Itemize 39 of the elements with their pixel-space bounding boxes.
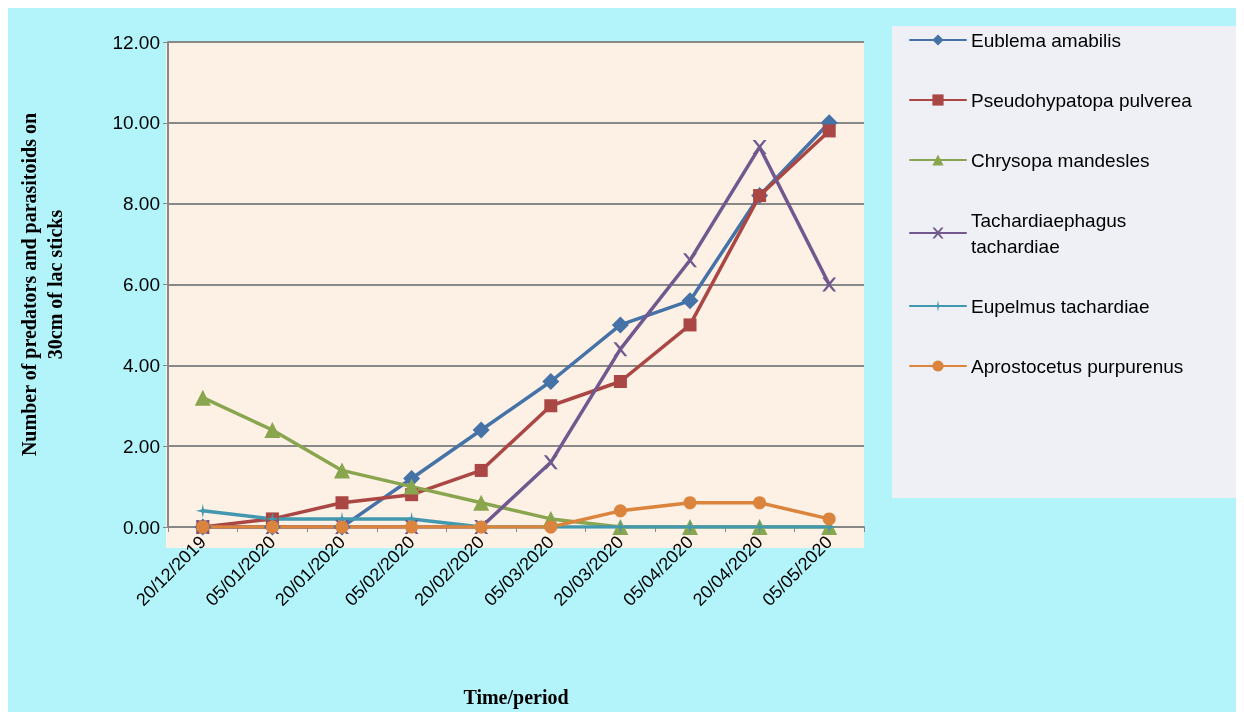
point (473, 494, 490, 511)
point (264, 422, 281, 438)
point (403, 478, 420, 495)
y-tick-label: 8.00 (123, 193, 160, 215)
point (752, 140, 767, 155)
point (613, 504, 627, 518)
y-tick-label: 12.00 (112, 31, 160, 53)
point (335, 496, 349, 510)
legend-label: Pseudohypatopa pulverea (971, 89, 1193, 111)
x-axis-title: Time/period (463, 686, 569, 709)
legend-label: Eupelmus tachardiae (971, 295, 1150, 317)
point (544, 399, 558, 413)
point (683, 253, 697, 268)
point (334, 462, 350, 479)
point (681, 292, 699, 310)
legend-label: Eublema amabilis (971, 29, 1121, 51)
point (474, 463, 488, 477)
point (542, 373, 560, 390)
y-tick-label: 0.00 (123, 516, 160, 538)
y-tick-label: 2.00 (123, 435, 160, 457)
legend-label: Tachardiaephagus tachardiae (971, 209, 1132, 257)
point (822, 124, 836, 138)
y-axis-title: Number of predators and parasitoids on 30cm of lac sticks (18, 112, 66, 457)
point (611, 316, 629, 334)
point (822, 512, 836, 526)
point (543, 455, 558, 470)
point (613, 375, 627, 388)
point (613, 342, 628, 357)
point (472, 421, 490, 439)
point (753, 496, 767, 510)
legend-label: Aprostocetus purpurenus (971, 355, 1184, 377)
y-tick-label: 6.00 (123, 274, 160, 295)
y-tick-label: 10.00 (112, 112, 160, 134)
point (822, 277, 837, 292)
point (683, 496, 697, 510)
legend-label: Chrysopa mandesles (971, 149, 1150, 171)
point (194, 389, 211, 406)
point (683, 318, 697, 332)
y-tick-label: 4.00 (123, 354, 160, 376)
